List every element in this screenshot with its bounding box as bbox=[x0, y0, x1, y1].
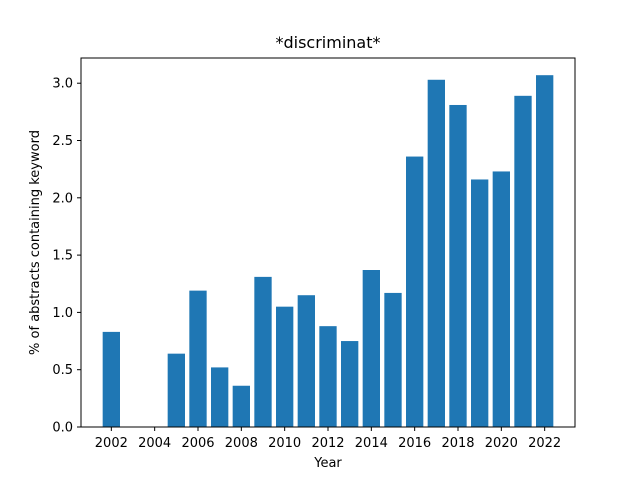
bar-2021 bbox=[514, 95, 532, 427]
bar-2012 bbox=[319, 326, 337, 427]
x-tick-label-2016: 2016 bbox=[398, 436, 431, 451]
y-tick-label-1.5: 1.5 bbox=[52, 249, 73, 264]
y-tick-label-3.0: 3.0 bbox=[52, 77, 73, 92]
x-tick-label-2012: 2012 bbox=[311, 436, 344, 451]
x-tick-label-2022: 2022 bbox=[528, 436, 561, 451]
x-tick-label-2006: 2006 bbox=[181, 436, 214, 451]
bar-2020 bbox=[492, 171, 510, 427]
bar-2011 bbox=[297, 295, 315, 427]
y-axis-label: % of abstracts containing keyword bbox=[28, 130, 43, 355]
y-tick-label-2.0: 2.0 bbox=[52, 191, 73, 206]
bar-2010 bbox=[276, 306, 294, 427]
bar-2018 bbox=[449, 104, 467, 427]
x-tick-label-2014: 2014 bbox=[355, 436, 388, 451]
y-tick-label-0.5: 0.5 bbox=[52, 363, 73, 378]
bar-2006 bbox=[189, 290, 207, 427]
x-ticks-group: 2002 2004 2006 2008 2010 2012 2014 2016 2018 2020… bbox=[95, 427, 561, 451]
y-tick-label-2.5: 2.5 bbox=[52, 134, 73, 149]
bar-2022 bbox=[536, 75, 554, 427]
bars-group bbox=[102, 75, 554, 428]
plot-frame bbox=[80, 57, 576, 428]
bar-2008 bbox=[232, 385, 250, 427]
bar-2002 bbox=[102, 331, 120, 427]
bar-2016 bbox=[406, 156, 424, 428]
bar-2014 bbox=[362, 270, 380, 427]
bar-2005 bbox=[167, 353, 185, 427]
x-tick-label-2018: 2018 bbox=[441, 436, 474, 451]
x-tick-label-2010: 2010 bbox=[268, 436, 301, 451]
bar-2007 bbox=[211, 367, 229, 427]
bar-2017 bbox=[427, 79, 445, 428]
x-axis-label: Year bbox=[313, 456, 342, 471]
y-tick-label-1.0: 1.0 bbox=[52, 306, 73, 321]
x-tick-label-2002: 2002 bbox=[95, 436, 128, 451]
x-tick-label-2020: 2020 bbox=[485, 436, 518, 451]
chart-title: *discriminat* bbox=[275, 33, 380, 52]
bar-2019 bbox=[471, 179, 489, 427]
x-tick-label-2008: 2008 bbox=[225, 436, 258, 451]
y-ticks-group: 0.0 0.5 1.0 1.5 2.0 2.5 3.0 bbox=[52, 77, 81, 436]
bar-2009 bbox=[254, 276, 272, 427]
x-tick-label-2004: 2004 bbox=[138, 436, 171, 451]
y-tick-label-0.0: 0.0 bbox=[52, 421, 73, 436]
bar-2013 bbox=[341, 341, 359, 427]
bar-2015 bbox=[384, 292, 402, 427]
